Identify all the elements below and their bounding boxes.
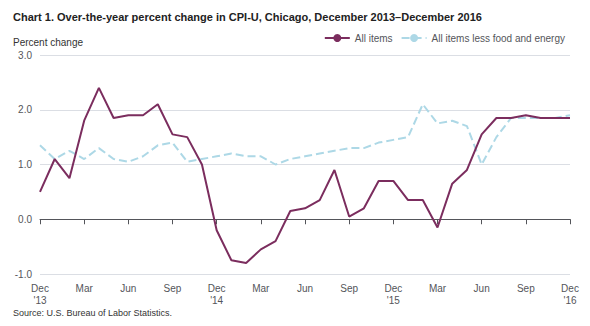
svg-text:Jun: Jun (120, 283, 136, 294)
svg-text:-1.0: -1.0 (15, 269, 33, 280)
svg-text:Sep: Sep (517, 283, 535, 294)
svg-text:Percent change: Percent change (13, 37, 83, 48)
svg-text:Dec: Dec (208, 283, 226, 294)
svg-text:Chart 1. Over-the-year percent: Chart 1. Over-the-year percent change in… (13, 11, 482, 23)
svg-text:'15: '15 (387, 295, 400, 306)
svg-text:Jun: Jun (297, 283, 313, 294)
svg-text:1.0: 1.0 (18, 159, 32, 170)
svg-text:Sep: Sep (340, 283, 358, 294)
svg-text:All items less food and energy: All items less food and energy (432, 33, 565, 44)
svg-text:2.0: 2.0 (18, 104, 32, 115)
svg-text:Dec: Dec (384, 283, 402, 294)
svg-text:'16: '16 (563, 295, 576, 306)
svg-text:3.0: 3.0 (18, 50, 32, 61)
svg-text:0.0: 0.0 (18, 214, 32, 225)
svg-text:Jun: Jun (474, 283, 490, 294)
svg-text:Mar: Mar (252, 283, 270, 294)
svg-text:Source: U.S. Bureau of Labor S: Source: U.S. Bureau of Labor Statistics. (13, 308, 172, 318)
svg-text:All items: All items (355, 33, 393, 44)
svg-text:'14: '14 (210, 295, 223, 306)
svg-text:Dec: Dec (561, 283, 579, 294)
svg-text:Mar: Mar (429, 283, 447, 294)
svg-text:Mar: Mar (76, 283, 94, 294)
svg-text:Dec: Dec (31, 283, 49, 294)
svg-text:Sep: Sep (164, 283, 182, 294)
svg-text:'13: '13 (33, 295, 46, 306)
